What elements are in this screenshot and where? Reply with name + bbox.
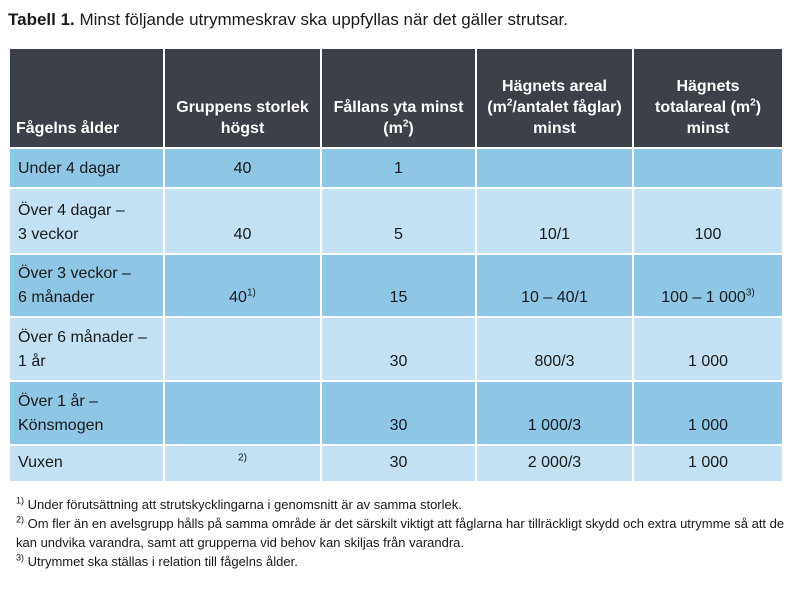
table-row: Över 6 månader –1 år 30 800/3 1 000 [8, 316, 784, 382]
header-group-size: Gruppens storlek högst [163, 47, 322, 149]
cell-age: Över 3 veckor –6 månader [8, 253, 165, 318]
header-row: Fågelns ålder Gruppens storlek högst Fål… [8, 47, 784, 149]
cell-total: 100 [632, 187, 784, 255]
cell-pen: 30 [320, 380, 477, 446]
cell-total: 100 – 1 0003) [632, 253, 784, 318]
cell-per-bird: 2 000/3 [475, 444, 634, 483]
footnotes: 1) Under förutsättning att strutskycklin… [16, 495, 786, 571]
cell-age: Över 1 år – Könsmogen [8, 380, 165, 446]
space-requirements-table: Fågelns ålder Gruppens storlek högst Fål… [8, 47, 784, 483]
cell-age: Vuxen [8, 444, 165, 483]
cell-pen: 30 [320, 444, 477, 483]
cell-total: 1 000 [632, 444, 784, 483]
table-row: Under 4 dagar 40 1 [8, 147, 784, 189]
caption-label: Tabell 1. [8, 10, 75, 29]
cell-per-bird: 10/1 [475, 187, 634, 255]
footnote-1: 1) Under förutsättning att strutskycklin… [16, 495, 462, 512]
cell-age: Över 4 dagar –3 veckor [8, 187, 165, 255]
cell-group: 2) [163, 444, 322, 483]
cell-group: 40 [163, 147, 322, 189]
cell-per-bird: 10 – 40/1 [475, 253, 634, 318]
cell-per-bird: 1 000/3 [475, 380, 634, 446]
cell-total [632, 147, 784, 189]
footnote-3: 3) Utrymmet ska ställas i relation till … [16, 552, 298, 569]
cell-total: 1 000 [632, 380, 784, 446]
cell-pen: 1 [320, 147, 477, 189]
cell-group: 40 [163, 187, 322, 255]
table-row: Över 3 veckor –6 månader 401) 15 10 – 40… [8, 253, 784, 318]
cell-pen: 5 [320, 187, 477, 255]
cell-pen: 30 [320, 316, 477, 382]
cell-total: 1 000 [632, 316, 784, 382]
header-age: Fågelns ålder [8, 47, 165, 149]
cell-per-bird [475, 147, 634, 189]
cell-pen: 15 [320, 253, 477, 318]
footnote-2: 2) Om fler än en avelsgrupp hålls på sam… [16, 514, 785, 550]
cell-age: Över 6 månader –1 år [8, 316, 165, 382]
header-enclosure-total: Hägnets totalareal (m2) minst [632, 47, 784, 149]
cell-age: Under 4 dagar [8, 147, 165, 189]
header-enclosure-per-bird: Hägnets areal (m2/antalet fåglar) minst [475, 47, 634, 149]
cell-per-bird: 800/3 [475, 316, 634, 382]
table-row: Över 4 dagar –3 veckor 40 5 10/1 100 [8, 187, 784, 255]
table-row: Över 1 år – Könsmogen 30 1 000/3 1 000 [8, 380, 784, 446]
table-caption: Tabell 1. Minst följande utrymmeskrav sk… [8, 10, 568, 30]
table-row: Vuxen 2) 30 2 000/3 1 000 [8, 444, 784, 483]
caption-text: Minst följande utrymmeskrav ska uppfylla… [74, 10, 568, 29]
cell-group [163, 316, 322, 382]
cell-group: 401) [163, 253, 322, 318]
cell-group [163, 380, 322, 446]
header-pen-area: Fållans yta minst (m2) [320, 47, 477, 149]
